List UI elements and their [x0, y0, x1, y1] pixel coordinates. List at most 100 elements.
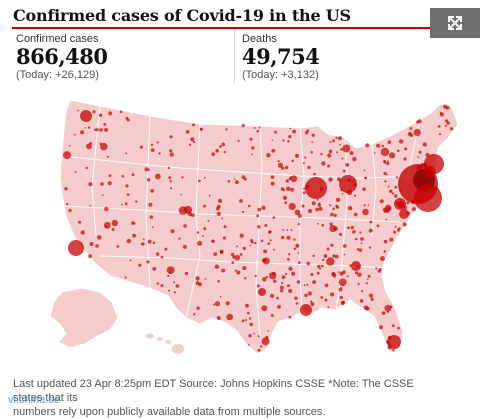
county-bubble	[178, 237, 181, 240]
county-bubble	[256, 129, 260, 133]
county-bubble	[242, 210, 245, 213]
county-bubble	[316, 271, 320, 275]
county-bubble	[211, 240, 214, 243]
county-bubble	[88, 182, 93, 187]
county-bubble	[417, 119, 422, 124]
county-bubble	[391, 324, 395, 328]
county-bubble	[248, 317, 252, 320]
county-bubble	[181, 176, 184, 179]
county-bubble	[389, 189, 393, 193]
county-bubble	[167, 274, 170, 277]
county-bubble	[409, 127, 413, 130]
county-bubble	[257, 207, 262, 212]
county-bubble	[284, 165, 289, 170]
bubble-colorado	[184, 206, 192, 214]
county-bubble	[311, 201, 316, 206]
county-bubble	[247, 311, 250, 315]
county-bubble	[104, 225, 108, 228]
county-bubble	[324, 255, 327, 258]
county-bubble	[169, 180, 172, 183]
county-bubble	[358, 248, 363, 252]
county-bubble	[273, 279, 277, 283]
county-bubble	[394, 225, 397, 228]
bubble-louisiana	[300, 304, 312, 316]
county-bubble	[347, 206, 353, 211]
county-bubble	[285, 179, 289, 183]
county-bubble	[182, 244, 187, 249]
county-bubble	[276, 296, 279, 300]
county-bubble	[277, 305, 281, 309]
county-bubble	[293, 247, 297, 251]
county-bubble	[338, 287, 343, 292]
confirmed-cases-today: (Today: +26,129)	[16, 69, 99, 81]
county-bubble	[215, 148, 219, 153]
county-bubble	[218, 198, 223, 203]
county-bubble	[304, 156, 307, 159]
county-bubble	[125, 116, 129, 120]
watermark: vi.china.se	[8, 394, 60, 406]
county-bubble	[216, 207, 220, 211]
county-bubble	[250, 239, 254, 242]
expand-button[interactable]	[430, 8, 480, 38]
county-bubble	[270, 313, 274, 317]
bubble-los-angeles	[68, 240, 84, 256]
county-bubble	[225, 128, 228, 131]
county-bubble	[204, 278, 207, 280]
county-bubble	[231, 261, 235, 264]
county-bubble	[168, 176, 172, 180]
county-bubble	[125, 152, 128, 155]
county-bubble	[373, 152, 376, 154]
county-bubble	[262, 277, 267, 282]
county-bubble	[385, 218, 388, 221]
county-bubble	[237, 139, 240, 143]
county-bubble	[254, 241, 257, 245]
county-bubble	[270, 181, 275, 186]
county-bubble	[269, 239, 272, 242]
county-bubble	[203, 204, 206, 208]
county-bubble	[398, 139, 404, 144]
county-bubble	[80, 230, 86, 235]
confirmed-cases-value: 866,480	[16, 44, 108, 69]
county-bubble	[367, 204, 370, 206]
county-bubble	[413, 129, 421, 137]
county-bubble	[249, 137, 253, 141]
county-bubble	[211, 152, 216, 157]
bubble-pennsylvania	[394, 198, 406, 210]
county-bubble	[442, 104, 448, 109]
county-bubble	[409, 133, 414, 137]
county-bubble	[190, 137, 195, 142]
county-bubble	[180, 193, 183, 196]
county-bubble	[198, 179, 201, 183]
county-bubble	[244, 277, 247, 280]
county-bubble	[239, 253, 243, 256]
county-bubble	[310, 302, 315, 307]
county-bubble	[262, 258, 266, 263]
county-bubble	[297, 261, 301, 264]
county-bubble	[304, 131, 309, 135]
county-bubble	[97, 235, 102, 240]
county-bubble	[124, 276, 127, 279]
county-bubble	[269, 272, 277, 280]
county-bubble	[287, 140, 290, 143]
bubble-michigan	[339, 175, 357, 193]
county-bubble	[349, 151, 354, 155]
county-bubble	[125, 184, 129, 188]
county-bubble	[303, 284, 306, 287]
county-bubble	[188, 143, 192, 146]
county-bubble	[311, 141, 314, 143]
county-bubble	[352, 157, 357, 162]
county-bubble	[397, 227, 401, 231]
county-bubble	[150, 143, 154, 146]
county-bubble	[291, 271, 296, 276]
county-bubble	[326, 247, 330, 251]
county-bubble	[343, 253, 346, 256]
county-bubble	[164, 247, 168, 251]
county-bubble	[324, 298, 328, 302]
county-bubble	[354, 271, 359, 275]
county-bubble	[295, 243, 300, 248]
county-bubble	[146, 260, 150, 264]
county-bubble	[261, 205, 266, 210]
county-bubble	[395, 176, 398, 179]
county-bubble	[397, 326, 400, 330]
county-bubble	[337, 177, 341, 182]
